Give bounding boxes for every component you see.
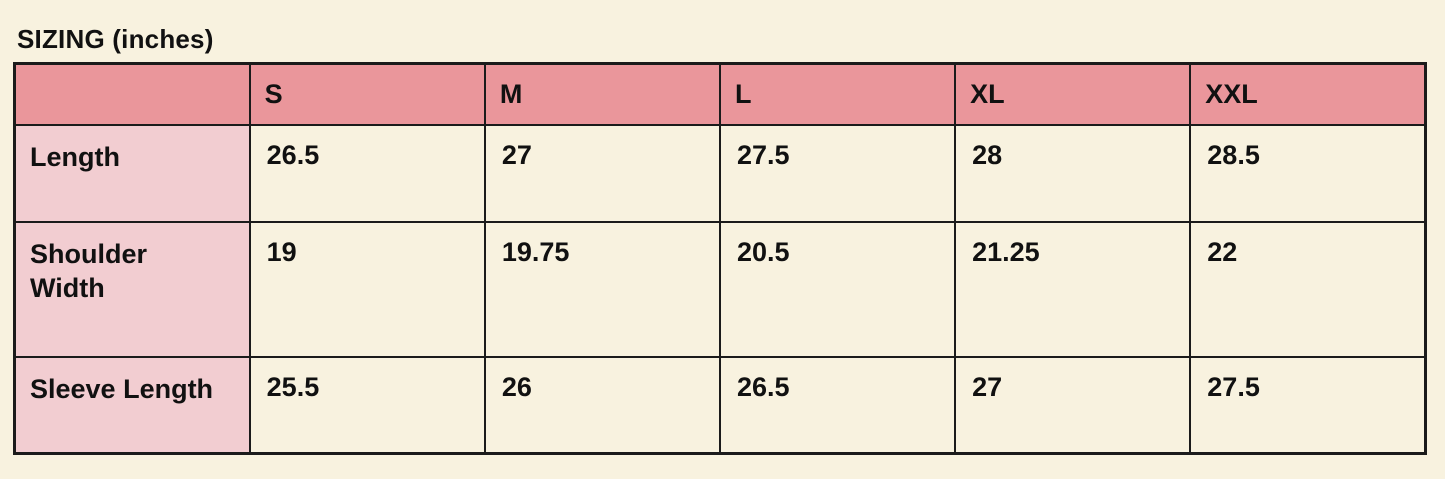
row-label-length: Length [13,123,251,223]
row-label-sleeve-length: Sleeve Length [13,355,251,455]
table-cell: 27 [954,355,1192,455]
table-cell: 27 [483,123,721,223]
table-cell: 27.5 [718,123,957,223]
table-cell: 25.5 [248,355,486,455]
table-row-shoulder-width: Shoulder Width 19 19.75 20.5 21.25 22 [13,220,1427,358]
column-header-s: S [248,62,486,126]
page-title: SIZING (inches) [17,24,214,54]
table-cell: 28.5 [1189,123,1427,223]
table-cell: 19.75 [483,220,721,358]
table-cell: 26.5 [248,123,486,223]
table-cell: 20.5 [718,220,957,358]
table-cell: 21.25 [954,220,1192,358]
sizing-table: S M L XL XXL Length 26.5 27 27.5 28 28.5… [13,62,1427,455]
table-cell: 27.5 [1189,355,1427,455]
column-header-l: L [718,62,957,126]
row-label-shoulder-width: Shoulder Width [13,220,251,358]
corner-header-cell [13,62,251,126]
header-row: S M L XL XXL [13,62,1427,126]
table-cell: 26 [483,355,721,455]
column-header-xxl: XXL [1189,62,1427,126]
table-cell: 26.5 [718,355,957,455]
table-cell: 28 [954,123,1192,223]
table-row-length: Length 26.5 27 27.5 28 28.5 [13,123,1427,223]
table-cell: 22 [1189,220,1427,358]
column-header-xl: XL [954,62,1192,126]
column-header-m: M [483,62,721,126]
table-row-sleeve-length: Sleeve Length 25.5 26 26.5 27 27.5 [13,355,1427,455]
table-cell: 19 [248,220,486,358]
